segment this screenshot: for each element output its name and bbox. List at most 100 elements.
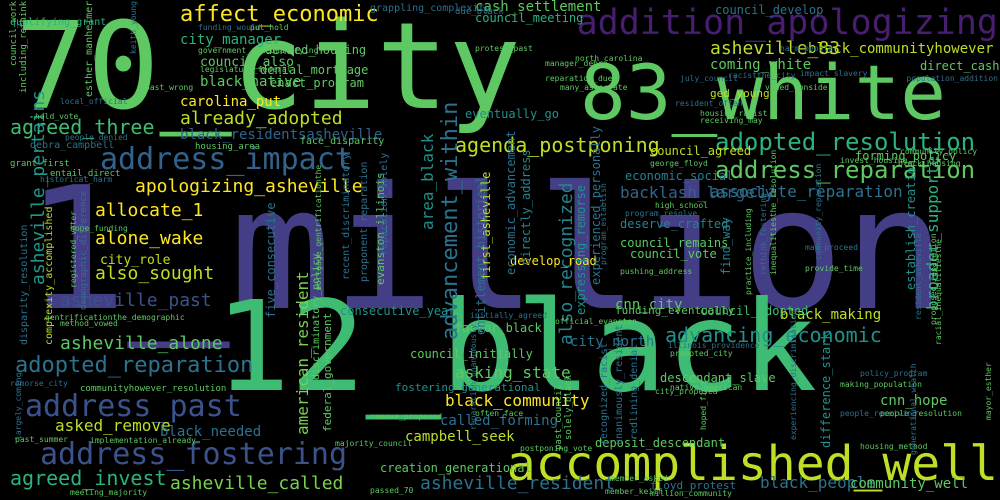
- word-accomplished-well: accomplished_well: [506, 436, 998, 492]
- word-past-council: past_council: [554, 384, 564, 450]
- word-legislature-federal: legislature_federal: [200, 65, 292, 74]
- word-council-adopted: council_adopted: [700, 304, 809, 318]
- word-ged-young: ged_young: [710, 87, 770, 100]
- word-black-residentsasheville: black_residentsasheville: [180, 127, 383, 143]
- word-council-remains: council_remains: [620, 236, 729, 250]
- word-funding-would: funding_would: [198, 23, 261, 32]
- word-unanimously-resident: unanimously_resident: [614, 324, 625, 445]
- word-asheville-past: asheville_past: [60, 290, 212, 311]
- word-housing-area: housing_area: [195, 142, 261, 152]
- word-recent-discriminatory: recent_discriminatory: [341, 153, 352, 280]
- word-keith-young: keith_young: [129, 1, 138, 54]
- word-carolina-put: carolina_put: [180, 94, 282, 110]
- word-1-million: 1_million: [25, 151, 947, 349]
- word-deserve-crafted: deserve_crafted: [620, 217, 729, 231]
- word-initially-agreed: initially_agreed: [470, 311, 548, 320]
- word-cash-settlement: cash_settlement: [475, 0, 602, 15]
- word-passed-70: passed_70: [370, 486, 414, 495]
- word-descendant-slave: descendant_slave: [660, 371, 776, 385]
- word-called-forming: called_forming: [440, 413, 559, 429]
- word-black-communityhowever: black_communityhowever: [808, 41, 994, 57]
- word-economic-social: economic_social: [625, 169, 734, 183]
- word-campbell-seek: campbell_seek: [405, 429, 515, 445]
- word-practice-including: practice_including: [744, 208, 753, 295]
- word-vowed-consider: vowed_consider: [765, 83, 833, 92]
- word-policy-program: policy_program: [860, 369, 928, 378]
- word-black-housing: black_housing: [898, 159, 961, 168]
- word-proponent-reparation: proponent_reparation: [359, 161, 370, 282]
- word-experiencing-discrimination: experiencing_discrimination: [789, 309, 798, 440]
- word-alone-wake: alone_wake: [95, 228, 204, 249]
- word-agreed-invest: agreed_invest: [10, 466, 167, 490]
- word-enact-program: enact_program: [270, 76, 364, 90]
- word-cnn-hope: cnn_hope: [880, 393, 948, 409]
- word-pushing-address: pushing_address: [620, 267, 693, 276]
- word-george-floyd: george_floyd: [650, 159, 708, 168]
- word-council-vote: council_vote: [630, 247, 717, 261]
- word-provide-time: provide_time: [805, 264, 863, 273]
- word-method-vowed: method_vowed: [60, 319, 118, 328]
- word-address-impact: address_impact: [100, 142, 353, 177]
- word-asheville-alone: asheville_alone: [60, 333, 223, 354]
- word-registered-voter: registered_voter: [69, 210, 78, 288]
- word-economic-advancement: economic_advancement: [504, 130, 518, 276]
- word-racial-inequalitiesthe: racial_inequalitiesthe: [934, 239, 943, 345]
- word-83-white: 83_white: [580, 48, 947, 137]
- word-complexity-accomplished: complexity_accomplished: [44, 206, 55, 345]
- word-allocate-1: allocate_1: [95, 200, 204, 221]
- word-black-making: black_making: [780, 307, 882, 323]
- word-hold-vote: hold_vote: [35, 112, 79, 121]
- word-harm-people: harm_people: [780, 44, 833, 53]
- word-asheville-resident: asheville_resident: [420, 473, 616, 494]
- word-hope-funding: hope_funding: [70, 224, 128, 233]
- word-invest-housing: invest_housing: [840, 156, 908, 165]
- word-reparation-solely: reparation_solely: [379, 152, 390, 255]
- word-council-work: council_work: [9, 1, 19, 67]
- word-apologizing-asheville: apologizing_asheville: [135, 176, 363, 197]
- word-often-face: often_face: [475, 409, 524, 418]
- word-community-well: community_well: [850, 476, 969, 492]
- word-past-summer: past_summer: [15, 435, 68, 444]
- word-address-fostering: address_fostering: [40, 437, 348, 472]
- word-manager-debra: manager_debra: [545, 59, 608, 68]
- word-put-hold: put_hold: [250, 23, 289, 32]
- word-inequalitiesthe-resolution: inequalitiesthe_resolution: [769, 149, 778, 275]
- word-community-policy: community_policy: [900, 147, 978, 156]
- word-including-rethink: including_rethink: [19, 1, 29, 94]
- word-housing-racist: housing_racist: [700, 109, 768, 118]
- word-racistthe-city: racistthe_city: [728, 71, 796, 80]
- word-million-community: million_community: [650, 489, 732, 498]
- word-asked-remove: asked_remove: [55, 416, 171, 435]
- word-70-city: 70_city: [15, 0, 521, 137]
- word-agenda-postponing: agenda_postponing: [455, 133, 660, 157]
- word-face-disparity: face_disparity: [300, 136, 385, 147]
- word-forming-policy: forming_policy: [855, 149, 957, 163]
- word-making-population: making_population: [840, 380, 922, 389]
- word-consecutive-year: consecutive_year: [340, 304, 456, 318]
- word-generational-wealth: generational_wealth: [909, 363, 918, 455]
- word-backlash-largely: backlash_largely: [620, 183, 775, 202]
- word-postponing-vote: postponing_vote: [520, 444, 593, 453]
- word-resident-often: resident_often: [675, 99, 743, 108]
- word-denial-mortgage: denial_mortgage: [260, 63, 369, 77]
- word-area-black: area_black: [418, 133, 437, 230]
- word-historical-harm: historical_harm: [40, 175, 113, 184]
- word-community-reparation: community_reparation: [814, 163, 823, 260]
- word-grant-first: grant_first: [10, 159, 70, 169]
- word-program-resolve: program_resolve: [625, 209, 698, 218]
- word-member-asked: member_asked: [610, 474, 668, 483]
- word-debra-campbell: debra_campbell: [30, 140, 115, 151]
- word-city-proposed: city_proposed: [655, 387, 718, 396]
- word-fostering-generational: fostering_generational: [395, 381, 541, 394]
- word-federal-government: federal_government: [321, 312, 334, 432]
- word-city-role: city_role: [100, 253, 171, 268]
- word-adopted-reparation: adopted_reparation: [15, 353, 254, 378]
- word-entail-direct: entail_direct: [50, 169, 121, 179]
- word-government-samequalifying: government_samequalifying: [198, 46, 319, 55]
- word-expressing-remorse: expressing_remorse: [574, 184, 588, 315]
- word-remove-proposed: remove_proposed: [370, 412, 443, 421]
- word-people-denied: people_denied: [65, 133, 128, 142]
- word-factor-black: factor_black: [455, 321, 542, 335]
- word-people-resolution: people_resolution: [880, 409, 962, 418]
